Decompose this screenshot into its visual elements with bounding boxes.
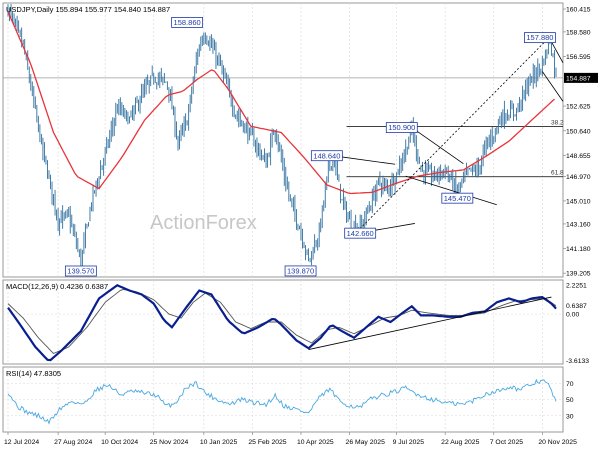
price-label-box-5 [344, 227, 377, 239]
rsi-ytick-2: 30 [566, 413, 574, 420]
macd-trendline [308, 296, 552, 350]
fib-label-0: 38.2 [551, 119, 564, 126]
fib-label-1: 61.8 [551, 170, 564, 177]
trendline-triangle-upper [332, 155, 396, 165]
x-tick-label-4: 10 Jan 2025 [200, 439, 238, 446]
price-ytick-1: 158.580 [566, 29, 591, 36]
price-trendlines [332, 36, 564, 236]
x-tick-label-10: 7 Oct 2025 [490, 439, 523, 446]
x-tick-label-2: 10 Oct 2024 [101, 439, 138, 446]
price-ytick-8: 145.010 [566, 198, 591, 205]
macd-ytick-1: 0.6387 [566, 303, 587, 310]
watermark-text: ActionForex [150, 212, 257, 234]
price-axis: 160.415 158.580 156.595 152.625 150.640 148.6… [563, 7, 591, 278]
price-ytick-10: 141.180 [566, 246, 591, 253]
price-label-box-0 [171, 17, 204, 28]
trendline-wedge-upper [549, 38, 564, 63]
price-label-0: 158.860 [174, 18, 201, 27]
macd-ytick-0: 2.2251 [566, 282, 587, 289]
price-label-box-7 [524, 32, 556, 44]
price-grid [3, 3, 563, 277]
price-title: USDJPY,Daily 155.894 155.977 154.840 154… [6, 5, 170, 14]
price-ytick-7: 146.970 [566, 174, 591, 181]
price-panel-frame [2, 2, 564, 278]
price-ytick-9: 143.160 [566, 221, 591, 228]
price-ytick-2: 156.595 [566, 54, 591, 61]
price-label-box-1 [64, 265, 97, 277]
trendline-rising-channel [353, 36, 551, 235]
price-ytick-5: 150.640 [566, 128, 591, 135]
price-label-box-6 [441, 192, 474, 204]
price-panel: 38.2 61.8 ActionForex 158.860 139.570 148.6… [2, 2, 598, 278]
x-tick-label-9: 22 Aug 2025 [441, 439, 479, 446]
current-price-box [564, 72, 598, 83]
x-tick-label-8: 9 Jul 2025 [393, 439, 425, 446]
x-tick-label-0: 12 Jul 2024 [4, 439, 39, 446]
price-label-box-4 [385, 122, 418, 133]
price-ytick-11: 139.205 [566, 271, 591, 278]
moving-average-line [7, 11, 555, 195]
x-tick-label-7: 26 May 2025 [346, 439, 386, 446]
x-tick-label-3: 25 Nov 2024 [150, 439, 189, 446]
price-label-6: 145.470 [444, 194, 471, 203]
price-label-5: 142.660 [347, 229, 374, 238]
price-label-2: 148.640 [313, 151, 340, 160]
trendline-channel-upper-left [411, 127, 464, 164]
rsi-title: RSI(14) 47.8305 [6, 369, 61, 378]
macd-panel: 2.2251 0.6387 0.00 -3.6133 MACD(12,26,9) 0.… [2, 279, 589, 365]
x-axis: 12 Jul 2024 27 Aug 2024 10 Oct 2024 25 Nov … [4, 432, 577, 446]
rsi-ytick-1: 50 [566, 397, 574, 404]
macd-ytick-2: 0.00 [566, 312, 579, 319]
macd-panel-frame [2, 279, 564, 365]
x-tick-label-11: 20 Nov 2025 [538, 439, 577, 446]
macd-title: MACD(12,26,9) 0.4236 0.6387 [6, 282, 108, 291]
x-tick-label-1: 27 Aug 2024 [54, 439, 92, 446]
macd-axis: 2.2251 0.6387 0.00 -3.6133 [566, 282, 589, 365]
price-ytick-4: 152.625 [566, 104, 591, 111]
price-ytick-6: 148.655 [566, 153, 591, 160]
rsi-axis: 70 50 30 [566, 381, 574, 421]
price-label-3: 139.870 [287, 267, 314, 276]
price-label-box-2 [310, 150, 343, 162]
rsi-grid [3, 367, 563, 432]
price-labels: 158.860 139.570 148.640 139.870 150.900 142.6… [64, 17, 556, 277]
price-label-7: 157.880 [526, 33, 553, 42]
x-tick-label-6: 10 Apr 2025 [297, 439, 334, 446]
rsi-ytick-0: 70 [566, 381, 574, 388]
rsi-panel: 70 50 30 RSI(14) 47.8305 [2, 366, 574, 433]
trendline-wedge-lower [542, 71, 564, 102]
current-price-marker: 154.887 [564, 72, 598, 83]
price-label-box-3 [284, 265, 317, 277]
price-ytick-0: 160.415 [566, 7, 591, 14]
macd-ytick-3: -3.6133 [566, 358, 589, 365]
price-label-1: 139.570 [67, 267, 94, 276]
current-price-label: 154.887 [566, 75, 591, 82]
trendline-channel-lower-left [405, 175, 497, 206]
macd-line [7, 284, 557, 362]
price-label-4: 150.900 [388, 123, 415, 132]
rsi-line [7, 378, 557, 425]
x-tick-label-5: 25 Feb 2025 [248, 439, 286, 446]
